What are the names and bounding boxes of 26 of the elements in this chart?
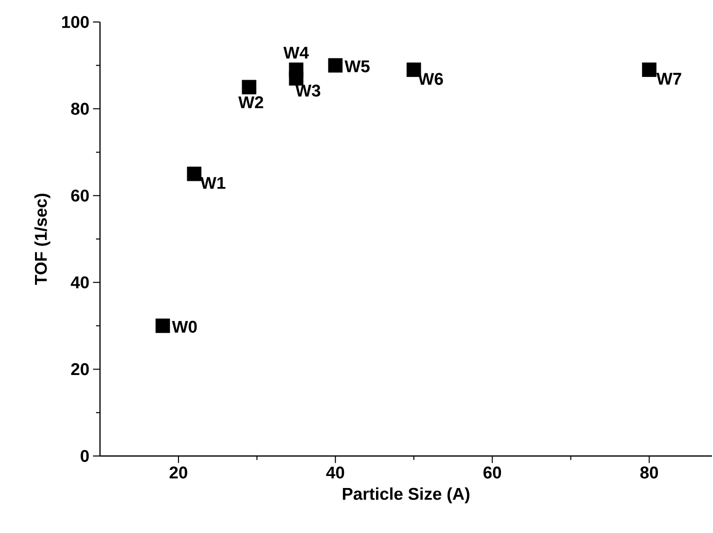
y-tick-label: 60 <box>71 190 89 202</box>
annotation: W1 <box>200 177 226 189</box>
y-axis-title: TOF (1/sec) <box>34 194 50 285</box>
x-axis-title: Particle Size (A) <box>342 487 470 504</box>
y-tick-label: 20 <box>71 363 89 376</box>
point <box>242 80 256 94</box>
point <box>328 58 343 73</box>
annotation: W4 <box>283 46 309 59</box>
annotation: W0 <box>172 320 197 333</box>
y-tick-label: 0 <box>80 450 89 462</box>
annotation: W3 <box>295 84 320 97</box>
point <box>642 62 656 77</box>
x-tick-label: 20 <box>170 466 188 479</box>
y-tick-label: 80 <box>71 102 89 115</box>
point <box>288 62 304 77</box>
y-tick-label: 100 <box>62 16 89 28</box>
annotation: W5 <box>344 60 370 72</box>
x-tick-label: 60 <box>483 466 502 479</box>
y-tick-label: 40 <box>70 276 89 288</box>
point <box>186 166 202 182</box>
annotation: W7 <box>656 72 682 85</box>
annotation: W2 <box>238 96 264 108</box>
x-tick-label: 40 <box>326 466 344 479</box>
x-tick-label: 80 <box>640 466 658 479</box>
annotation: W6 <box>418 72 443 85</box>
point <box>156 318 170 333</box>
